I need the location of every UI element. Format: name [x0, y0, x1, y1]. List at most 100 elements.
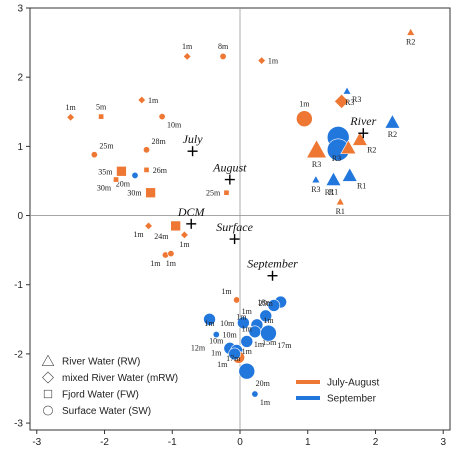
- data-point-circle: [90, 151, 98, 159]
- legend-color-label: September: [327, 394, 377, 405]
- data-point-triangle: [384, 114, 401, 129]
- point-label: 1m: [242, 324, 253, 333]
- legend-symbol-triangle: [41, 354, 55, 366]
- point-label: 1m: [179, 240, 190, 249]
- data-point-diamond: [333, 93, 350, 110]
- point-label: 20m: [116, 179, 131, 188]
- data-point-diamond: [66, 113, 75, 122]
- point-label: 1m: [148, 96, 159, 105]
- point-label: R3: [352, 95, 361, 104]
- data-point-diamond: [180, 230, 189, 240]
- point-label: 1m: [263, 316, 274, 325]
- data-point-circle: [267, 299, 281, 312]
- point-label: 1m: [268, 57, 279, 66]
- point-label: 15m: [262, 338, 277, 347]
- data-point-triangle: [406, 27, 416, 36]
- data-point-circle: [233, 296, 241, 304]
- data-point-square: [98, 113, 105, 120]
- point-label: 25m: [206, 189, 221, 198]
- y-tick-label: 2: [17, 73, 23, 84]
- point-label: 10m: [222, 331, 237, 340]
- point-label: R1: [325, 188, 334, 197]
- data-point-square: [113, 176, 119, 183]
- x-tick-label: 3: [440, 437, 446, 448]
- y-tick-label: -1: [14, 280, 23, 291]
- legend-symbol-diamond: [42, 371, 54, 384]
- point-label: R2: [388, 130, 397, 139]
- point-label: 25m: [99, 142, 114, 151]
- variable-label: River: [349, 114, 376, 128]
- point-label: 10m: [220, 319, 235, 328]
- point-label: 1m: [204, 319, 215, 328]
- data-point-triangle: [340, 139, 357, 155]
- legend-shape-label: Fjord Water (FW): [62, 390, 139, 401]
- legend-color-label: July-August: [327, 378, 379, 389]
- data-point-square: [145, 187, 156, 198]
- point-label: R2: [367, 146, 376, 155]
- data-point-triangle: [342, 86, 352, 95]
- legend-shape-label: Surface Water (SW): [62, 406, 151, 417]
- y-tick-label: 3: [17, 4, 23, 15]
- point-label: 1m: [166, 259, 177, 268]
- point-label: R3: [311, 185, 320, 194]
- point-label: 1m: [242, 347, 253, 356]
- point-label: R3: [332, 154, 341, 163]
- legend-symbol-square: [43, 389, 53, 399]
- variable-markers: July August DCM Surface September River: [177, 114, 377, 281]
- data-point-diamond: [182, 52, 192, 61]
- data-point-triangle: [325, 171, 342, 186]
- point-label: R2: [406, 37, 415, 46]
- point-label: 17m: [277, 341, 292, 350]
- y-tick-label: 0: [17, 211, 23, 222]
- variable-label: August: [212, 161, 247, 175]
- variable-label: July: [183, 132, 204, 146]
- point-label: R1: [329, 188, 338, 197]
- data-point-circle: [238, 362, 256, 380]
- data-point-circle: [228, 347, 241, 361]
- point-label: 17m: [226, 354, 241, 363]
- point-label: 12m: [191, 343, 206, 352]
- point-label: 8m: [218, 42, 229, 51]
- point-label: 1m: [150, 259, 161, 268]
- point-label: 1m: [254, 340, 265, 349]
- point-label: 35m: [98, 167, 113, 176]
- data-point-circle: [167, 250, 175, 258]
- data-point-circle: [237, 316, 250, 330]
- variable-label: Surface: [216, 220, 253, 234]
- point-label: 5m: [96, 102, 107, 111]
- data-point-circle: [158, 113, 166, 121]
- data-point-circle: [240, 335, 254, 348]
- variable-label: DCM: [177, 205, 206, 219]
- data-point-triangle: [306, 139, 328, 159]
- point-label: R3: [345, 98, 354, 107]
- data-point-triangle: [341, 167, 358, 182]
- x-tick-label: -1: [168, 437, 177, 448]
- point-label: 25m: [259, 299, 274, 308]
- data-point-triangle: [351, 131, 368, 146]
- y-tick-label: -2: [14, 349, 23, 360]
- point-label: 1m: [211, 348, 222, 357]
- point-label: 20m: [256, 379, 271, 388]
- point-label: 1m: [66, 103, 77, 112]
- point-label: 10m: [167, 121, 182, 130]
- x-tick-label: 0: [237, 437, 243, 448]
- point-label: 10m: [209, 337, 224, 346]
- data-point-circle: [143, 146, 151, 154]
- legend-symbol-circle: [43, 405, 53, 416]
- data-point-circle: [260, 324, 277, 342]
- y-tick-label: -3: [14, 419, 23, 430]
- data-point-square: [170, 220, 181, 232]
- point-label: 1m: [182, 42, 193, 51]
- point-label: R1: [357, 182, 366, 191]
- data-point-square: [223, 189, 230, 196]
- point-label: 24m: [154, 232, 169, 241]
- data-point-square: [143, 166, 150, 173]
- point-label: R3: [312, 160, 321, 169]
- data-point-diamond: [137, 95, 147, 105]
- point-label: 18m: [257, 298, 272, 307]
- data-point-circle: [259, 309, 273, 323]
- x-tick-label: -2: [100, 437, 109, 448]
- point-label: 28m: [151, 137, 166, 146]
- data-point-square: [116, 166, 127, 177]
